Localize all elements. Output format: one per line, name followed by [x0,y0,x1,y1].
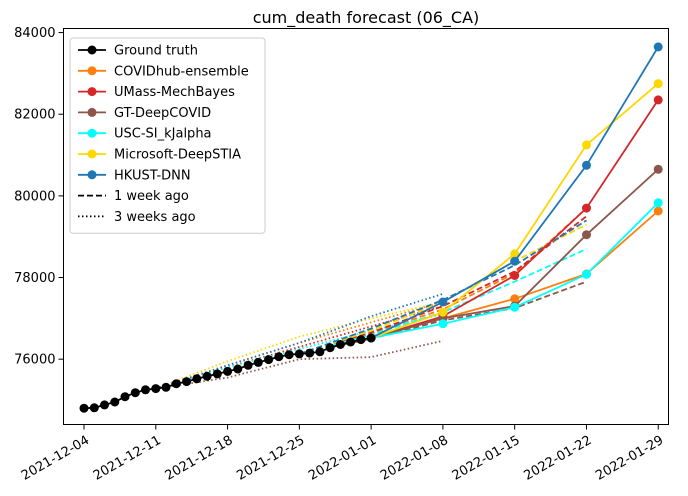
x-tick-label: 2022-01-01 [306,433,379,484]
series-point-COVIDhub-ensemble [653,206,663,216]
series-point-HKUST-DNN [438,297,448,307]
dotted-line-Microsoft-DeepSTIA [155,301,444,390]
ground-truth-point [233,364,243,374]
ground-truth-point [192,374,202,384]
x-tick-label: 2022-01-08 [378,433,451,484]
x-tick-label: 2021-12-18 [163,433,236,484]
legend-label: USC-SI_kJalpha [114,127,212,142]
ground-truth-point [223,366,233,376]
ground-truth-point [110,397,120,407]
dashed-line-COVIDhub-ensemble [299,207,588,355]
legend-swatch-marker [87,170,97,180]
x-tick-label: 2022-01-29 [593,433,666,484]
legend-swatch-marker [87,107,97,117]
legend-label: 1 week ago [114,189,189,204]
ground-truth-point [89,403,99,413]
dashed-line-HKUST-DNN [299,219,587,355]
series-point-UMass-MechBayes [653,95,663,105]
dotted-line-USC-SI_kJalpha [155,313,444,390]
series-point-COVIDhub-ensemble [510,294,520,304]
x-tick-label: 2021-12-04 [19,433,92,484]
ground-truth-point [274,352,284,362]
ground-truth-point [212,369,222,379]
y-tick-label: 76000 [14,353,55,368]
ground-truth-point [315,347,325,357]
ground-truth-point [346,337,356,347]
series-point-Microsoft-DeepSTIA [438,307,448,317]
series-point-GT-DeepCOVID [582,230,591,240]
ground-truth-point [335,340,345,349]
ground-truth-point [79,403,89,413]
series-point-HKUST-DNN [653,42,663,52]
series-point-Microsoft-DeepSTIA [653,79,663,89]
series-point-USC-SI_kJalpha [438,319,448,329]
series-point-USC-SI_kJalpha [510,302,520,312]
y-tick-label: 82000 [14,108,55,123]
legend-swatch-marker [87,149,97,159]
legend-label: Microsoft-DeepSTIA [114,148,241,163]
ground-truth-point [366,333,376,343]
ground-truth-point [243,360,253,370]
ground-truth-point [294,349,304,359]
legend-label: Ground truth [114,44,198,59]
y-tick-label: 78000 [14,271,55,286]
legend: Ground truth COVIDhub-ensemble UMass-MechB… [69,37,266,234]
ground-truth-point [130,388,140,398]
ground-truth-point [325,343,335,353]
series-point-GT-DeepCOVID [653,164,663,174]
series-point-HKUST-DNN [510,256,520,266]
legend-swatch-marker [87,45,97,55]
series-point-USC-SI_kJalpha [653,198,663,208]
series-point-Microsoft-DeepSTIA [582,140,591,150]
ground-truth-point [161,382,171,392]
ground-truth-point [120,392,130,402]
ground-truth-point [284,350,294,360]
ground-truth-point [141,385,150,395]
y-tick-label: 80000 [14,189,55,204]
legend-label: COVIDhub-ensemble [114,64,249,79]
x-tick-label: 2021-12-25 [234,433,307,484]
series-point-HKUST-DNN [582,160,591,170]
ground-truth-point [151,384,161,394]
ground-truth-point [100,400,109,410]
x-tick-label: 2021-12-11 [91,433,164,484]
dotted-line-GT-DeepCOVID [155,339,444,390]
ground-truth-point [264,355,274,365]
legend-swatch-marker [87,87,97,97]
legend-swatch-marker [87,66,97,76]
legend-label: 3 weeks ago [114,210,196,225]
legend-label: HKUST-DNN [114,168,191,183]
plot-frame [63,28,669,425]
series-point-UMass-MechBayes [510,271,520,280]
series-line-USC-SI_kJalpha [370,202,659,339]
series-point-UMass-MechBayes [582,203,591,213]
plot-area [79,42,663,413]
series-point-USC-SI_kJalpha [582,269,591,279]
ground-truth-point [182,377,192,387]
legend-label: UMass-MechBayes [114,85,235,100]
legend-swatch-marker [87,128,97,138]
legend-box [69,37,266,234]
ground-truth-point [171,379,181,389]
series-point-Microsoft-DeepSTIA [510,249,520,259]
ground-truth-point [305,348,315,358]
ground-truth-point [253,357,263,367]
x-tick-label: 2022-01-15 [450,433,523,484]
dashed-line-Microsoft-DeepSTIA [299,223,587,355]
legend-label: GT-DeepCOVID [114,106,211,121]
dashed-line-UMass-MechBayes [299,215,588,355]
chart-title: cum_death forecast (06_CA) [253,8,480,28]
dotted-line-HKUST-DNN [155,293,444,390]
ground-truth-point [356,335,366,345]
x-tick-label: 2022-01-22 [522,433,595,484]
y-tick-label: 84000 [14,26,55,41]
ground-truth-point [202,371,212,381]
